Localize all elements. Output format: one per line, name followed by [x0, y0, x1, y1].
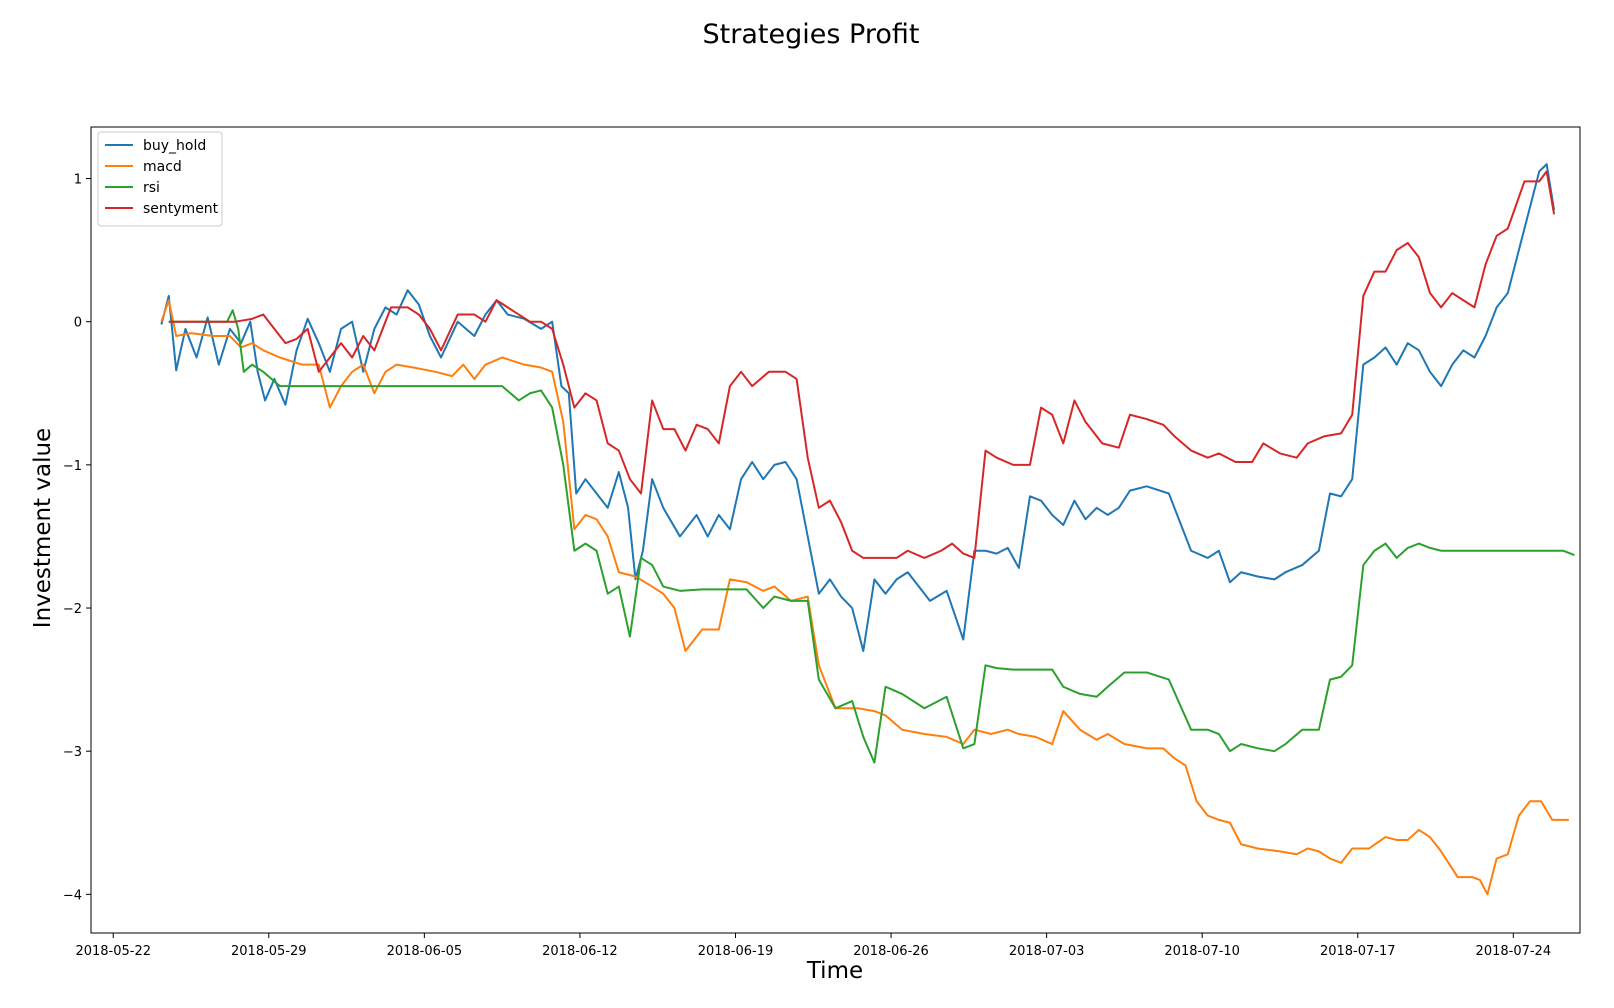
legend-label-rsi: rsi	[143, 180, 160, 196]
y-tick-label: −2	[63, 602, 82, 617]
y-tick-label: 0	[74, 316, 82, 331]
x-tick-label: 2018-06-26	[853, 944, 929, 959]
x-tick-label: 2018-06-05	[387, 944, 463, 959]
series-line-macd	[160, 299, 1569, 896]
x-axis-ticks: 2018-05-22 2018-05-29 2018-06-05 2018-06-12…	[75, 933, 1551, 959]
series-line-buy-hold	[160, 163, 1556, 652]
x-tick-label: 2018-07-03	[1009, 944, 1085, 959]
x-tick-label: 2018-07-17	[1320, 944, 1396, 959]
x-tick-label: 2018-05-22	[75, 944, 151, 959]
plot-area-frame	[90, 126, 1581, 934]
x-tick-label: 2018-05-29	[231, 944, 307, 959]
x-tick-label: 2018-06-12	[542, 944, 618, 959]
legend-label-buy-hold: buy_hold	[143, 138, 206, 154]
chart-title: Strategies Profit	[703, 19, 920, 50]
x-axis-label: Time	[806, 958, 863, 984]
series-line-sentyment	[168, 170, 1556, 559]
legend-label-sentyment: sentyment	[143, 201, 219, 217]
legend-label-macd: macd	[143, 159, 182, 175]
y-tick-label: −1	[63, 459, 82, 474]
legend-box	[97, 131, 223, 227]
y-axis-label: Investment value	[30, 428, 56, 628]
y-tick-label: −3	[63, 745, 82, 760]
y-tick-label: 1	[74, 173, 82, 188]
series-lines	[160, 163, 1575, 896]
y-axis-ticks: 1 0 −1 −2 −3 −4	[63, 173, 91, 903]
x-tick-label: 2018-06-19	[698, 944, 774, 959]
x-tick-label: 2018-07-24	[1476, 944, 1552, 959]
x-tick-label: 2018-07-10	[1164, 944, 1240, 959]
y-tick-label: −4	[63, 888, 82, 903]
series-line-rsi	[168, 309, 1575, 764]
